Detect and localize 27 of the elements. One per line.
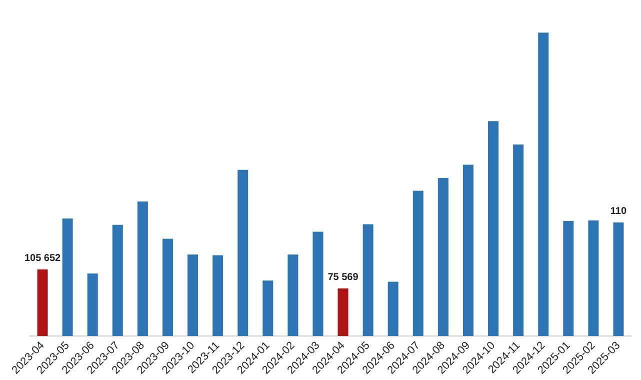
bar: [388, 282, 398, 336]
bar: [412, 190, 424, 336]
bar: [212, 255, 224, 336]
bar: [362, 224, 374, 336]
bar: [462, 164, 474, 336]
bar: [288, 254, 298, 336]
bar: [438, 178, 448, 336]
bar: [312, 232, 324, 336]
bar: [112, 224, 123, 336]
bar: [588, 220, 599, 336]
bar: [563, 221, 574, 336]
data-label: 105 652: [24, 253, 62, 264]
annotation: 110: [610, 206, 627, 218]
bar: [538, 32, 549, 336]
bar: [262, 280, 274, 336]
bar: [62, 218, 73, 336]
bar: [188, 254, 198, 336]
bar: [162, 238, 173, 336]
data-label: 75 569: [328, 272, 359, 284]
bar: [613, 222, 624, 336]
bar: [488, 121, 499, 336]
bar: [513, 144, 524, 336]
bar: [137, 201, 148, 336]
bar: [37, 269, 48, 336]
bar: [87, 274, 98, 336]
bar: [338, 288, 348, 336]
bar: [238, 170, 248, 336]
